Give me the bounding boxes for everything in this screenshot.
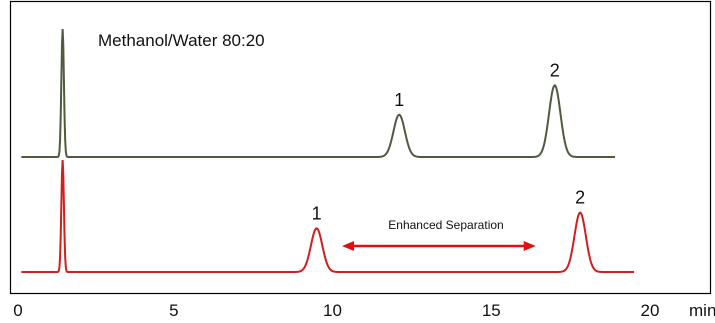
- peak-label-bottom-2: 2: [575, 188, 585, 208]
- x-tick-label: 10: [323, 301, 342, 320]
- peak-label-bottom-1: 1: [312, 203, 322, 223]
- separation-annotation: Enhanced Separation: [388, 218, 503, 232]
- arrow-head-left: [342, 241, 355, 251]
- chromatogram-trace-bottom: [21, 159, 635, 273]
- x-tick-label: 15: [482, 301, 501, 320]
- plot-frame: [9, 0, 712, 295]
- traces-group: 1 2 1 2: [21, 28, 635, 273]
- arrow-head-right: [523, 241, 536, 251]
- separation-arrow: [342, 241, 536, 251]
- x-axis-ticks: 0 5 10 15 20: [13, 301, 659, 320]
- x-tick-label: 5: [169, 301, 178, 320]
- chart-title: Methanol/Water 80:20: [98, 31, 265, 50]
- x-tick-label: 0: [13, 301, 22, 320]
- chromatogram-trace-top: [21, 28, 616, 158]
- x-tick-label: 20: [641, 301, 660, 320]
- x-axis-unit: min: [689, 301, 715, 320]
- peak-label-top-1: 1: [394, 90, 404, 110]
- peak-label-top-2: 2: [550, 60, 560, 80]
